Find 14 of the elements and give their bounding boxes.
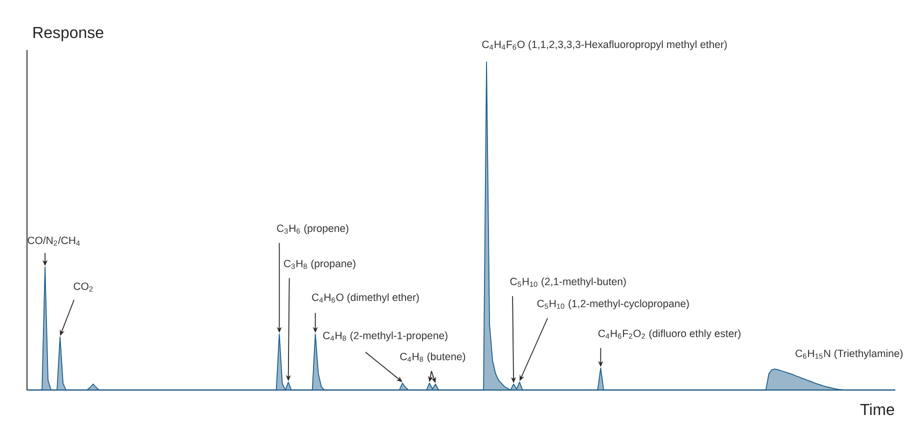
x-axis-title: Time (860, 403, 894, 416)
y-axis-title: Response (34, 27, 104, 42)
annotation: C$_{4}$H$_{6}$O (dimethyl ether) (312, 293, 419, 304)
annotation: C$_{5}$H$_{10}$ (2,1-methyl-buten) (510, 278, 626, 288)
annotation: C$_{4}$H$_{8}$ (2-methyl-1-propene) (323, 332, 448, 342)
annotation: C$_{5}$H$_{10}$ (1,2-methyl-cyclopropane) (537, 300, 689, 310)
annotation: C$_{3}$H$_{8}$ (propane) (284, 260, 356, 270)
annotation: CO/N$_{2}$/CH$_{4}$ (28, 236, 80, 246)
annotation: C$_{3}$H$_{6}$ (propene) (277, 224, 348, 234)
annotation: CO$_{2}$ (74, 282, 93, 292)
annotation: C$_{4}$H$_{8}$ (butene) (400, 352, 466, 362)
text: C$_{4}$H$_{4}$F$_{6}$O (1,1,2,3,3,3-Hexafluoropropyl methyl ether) (482, 40, 727, 50)
text: C$_{4}$H$_{6}$F$_{2}$O$_{2}$ (difluoro ethly ester) (598, 329, 740, 340)
annotation: C$_{6}$H$_{15}$N (Triethylamine) (796, 349, 903, 360)
